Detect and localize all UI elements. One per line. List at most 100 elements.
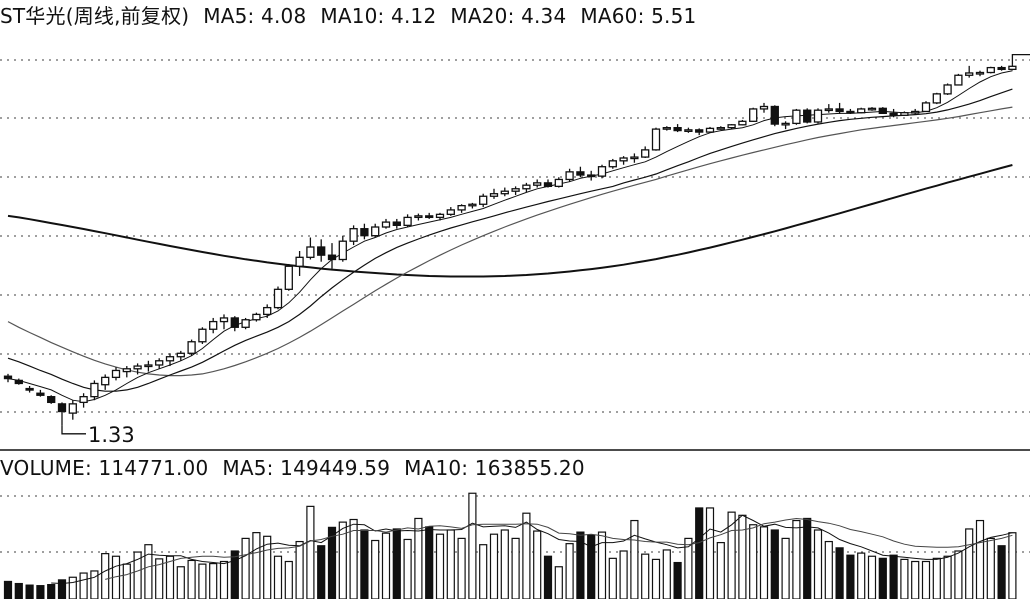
volume-bar bbox=[975, 519, 985, 599]
volume-bar bbox=[252, 532, 261, 599]
candle-body bbox=[252, 313, 261, 321]
candle-body bbox=[997, 66, 1006, 71]
volume-bar bbox=[47, 583, 56, 599]
volume-bar bbox=[327, 526, 337, 599]
candle-body bbox=[878, 107, 887, 115]
volume-bar bbox=[122, 563, 131, 599]
volume-bar bbox=[176, 566, 185, 599]
ma5-line bbox=[7, 70, 1013, 403]
volume-bar bbox=[673, 561, 682, 599]
candle-body bbox=[14, 379, 23, 385]
volume-bar bbox=[90, 570, 99, 599]
candle-body bbox=[219, 317, 229, 323]
low-price-label: 1.33 bbox=[88, 423, 135, 447]
volume-bar bbox=[911, 560, 920, 599]
candle-body bbox=[587, 174, 596, 178]
volume-ma10-legend: MA10: 163855.20 bbox=[404, 456, 585, 480]
volume-bar bbox=[219, 560, 229, 599]
candle-body bbox=[435, 213, 445, 219]
volume-bar bbox=[705, 507, 715, 599]
ma20-line bbox=[7, 106, 1013, 377]
candle-body bbox=[176, 352, 185, 358]
candle-body bbox=[47, 396, 56, 404]
volume-bar bbox=[479, 544, 488, 599]
candle-body bbox=[630, 156, 639, 160]
volume-bar bbox=[144, 544, 153, 599]
volume-bar bbox=[900, 558, 909, 599]
volume-bar bbox=[738, 514, 747, 599]
volume-bar bbox=[165, 555, 175, 599]
candle-body bbox=[695, 129, 704, 133]
volume-bar bbox=[209, 562, 218, 599]
volume-bar bbox=[954, 550, 963, 599]
volume-bar bbox=[241, 537, 250, 599]
volume-bar bbox=[813, 529, 823, 599]
candle-body bbox=[803, 109, 812, 123]
candle-body bbox=[165, 356, 175, 362]
ma5-legend: MA5: 4.08 bbox=[203, 4, 307, 28]
volume-bar bbox=[425, 526, 434, 599]
ma60-line bbox=[7, 164, 1013, 278]
volume-bar bbox=[835, 547, 844, 599]
candle-body bbox=[867, 107, 877, 111]
volume-bar bbox=[554, 566, 563, 599]
candle-body bbox=[57, 403, 67, 413]
candle-body bbox=[608, 160, 617, 168]
candle-body bbox=[749, 108, 758, 122]
candle-body bbox=[101, 376, 110, 386]
candle-body bbox=[813, 109, 823, 123]
volume-bar bbox=[25, 584, 34, 599]
candle-body bbox=[738, 120, 747, 126]
volume-bar bbox=[360, 529, 369, 599]
volume-bar bbox=[857, 552, 866, 599]
candle-body bbox=[90, 382, 99, 398]
candle-body bbox=[673, 127, 682, 132]
candle-body bbox=[25, 387, 34, 391]
candle-body bbox=[781, 122, 790, 126]
candle-body bbox=[295, 256, 304, 267]
volume-bar bbox=[187, 559, 196, 599]
candle-body bbox=[975, 71, 985, 75]
candle-body bbox=[489, 193, 499, 197]
volume-bar bbox=[14, 582, 23, 599]
volume-bar bbox=[338, 521, 347, 599]
candle-body bbox=[241, 319, 250, 328]
low-marker-line bbox=[61, 425, 86, 435]
volume-bar bbox=[695, 507, 704, 599]
candle-body bbox=[68, 403, 77, 414]
candle-body bbox=[338, 240, 347, 261]
volume-bar bbox=[921, 560, 931, 599]
volume-bar bbox=[273, 555, 283, 599]
volume-bar bbox=[759, 526, 769, 599]
volume-ma5-legend: MA5: 149449.59 bbox=[222, 456, 391, 480]
volume-bar bbox=[36, 585, 45, 599]
candle-body bbox=[317, 246, 326, 256]
volume-bar bbox=[57, 579, 67, 599]
volume-bar bbox=[543, 555, 553, 599]
volume-bar bbox=[500, 529, 509, 599]
candle-body bbox=[641, 149, 650, 158]
candle-body bbox=[1008, 65, 1017, 71]
candle-body bbox=[273, 288, 283, 309]
candle-body bbox=[403, 216, 412, 226]
volume-bar bbox=[468, 492, 477, 599]
volume-bar bbox=[576, 531, 585, 599]
high-marker-line bbox=[1011, 53, 1030, 65]
candle-body bbox=[846, 110, 855, 114]
candle-body bbox=[79, 396, 88, 404]
volume-bar bbox=[749, 524, 758, 599]
candle-body bbox=[522, 184, 531, 190]
price-legend: ST华光(周线,前复权) MA5: 4.08 MA10: 4.12 MA20: 4.3… bbox=[0, 4, 710, 28]
candle-body bbox=[900, 112, 909, 116]
ma60-legend: MA60: 5.51 bbox=[580, 4, 697, 28]
candle-body bbox=[511, 188, 520, 192]
candle-body bbox=[954, 74, 963, 86]
candle-body bbox=[759, 105, 769, 110]
volume-bar bbox=[943, 555, 952, 599]
candle-body bbox=[684, 129, 693, 132]
candle-body bbox=[479, 195, 488, 205]
volume-bar bbox=[803, 517, 812, 599]
volume-bar bbox=[781, 537, 790, 599]
candle-body bbox=[565, 171, 574, 181]
candle-body bbox=[824, 108, 833, 112]
